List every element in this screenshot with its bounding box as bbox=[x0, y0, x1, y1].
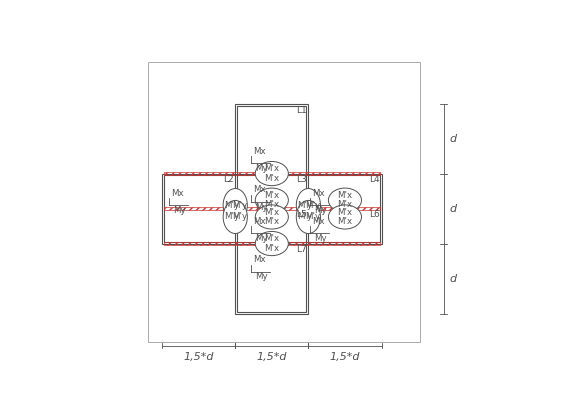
Text: My: My bbox=[255, 164, 267, 173]
Text: M'x: M'x bbox=[264, 235, 280, 243]
Text: M'x: M'x bbox=[338, 208, 353, 217]
Text: M'x: M'x bbox=[338, 217, 353, 226]
Bar bbox=[162, 173, 382, 244]
Ellipse shape bbox=[255, 161, 288, 186]
Bar bbox=[164, 176, 380, 242]
Text: M'y: M'y bbox=[224, 212, 239, 221]
Bar bbox=[164, 206, 380, 211]
Text: M'y: M'y bbox=[232, 201, 247, 209]
Text: My: My bbox=[255, 273, 267, 282]
Text: M'x: M'x bbox=[264, 244, 280, 253]
Ellipse shape bbox=[223, 200, 247, 233]
Text: My: My bbox=[255, 202, 267, 211]
Text: M'y: M'y bbox=[297, 201, 312, 209]
Ellipse shape bbox=[255, 205, 288, 229]
Text: Mx: Mx bbox=[253, 185, 266, 194]
Text: Mx: Mx bbox=[312, 189, 324, 198]
Text: L5: L5 bbox=[296, 211, 307, 219]
Text: My: My bbox=[173, 206, 186, 215]
Text: My: My bbox=[314, 234, 327, 243]
Ellipse shape bbox=[296, 188, 321, 222]
Bar bbox=[164, 242, 380, 245]
Text: My: My bbox=[255, 234, 267, 243]
Text: M'x: M'x bbox=[338, 200, 353, 209]
Text: Mx: Mx bbox=[171, 189, 184, 198]
Text: 1,5*d: 1,5*d bbox=[329, 352, 360, 362]
Bar bbox=[148, 62, 420, 342]
Text: M'y: M'y bbox=[305, 201, 320, 209]
Text: d: d bbox=[450, 133, 457, 144]
Text: M'x: M'x bbox=[264, 191, 280, 200]
Text: 1,5*d: 1,5*d bbox=[183, 352, 214, 362]
Text: My: My bbox=[314, 206, 327, 215]
Bar bbox=[237, 106, 306, 311]
Ellipse shape bbox=[328, 188, 361, 212]
Ellipse shape bbox=[223, 188, 247, 222]
Text: M'y: M'y bbox=[232, 212, 247, 221]
Text: M'x: M'x bbox=[264, 164, 280, 173]
Text: M'x: M'x bbox=[264, 200, 280, 209]
Text: Mx: Mx bbox=[253, 255, 266, 264]
Ellipse shape bbox=[255, 188, 288, 212]
Text: d: d bbox=[450, 273, 457, 284]
Text: M'y: M'y bbox=[224, 201, 239, 209]
Text: L7: L7 bbox=[296, 245, 307, 254]
Bar bbox=[235, 104, 309, 313]
Text: M'y: M'y bbox=[305, 212, 320, 221]
Text: M'x: M'x bbox=[264, 208, 280, 217]
Text: L1: L1 bbox=[296, 106, 307, 114]
Text: Mx: Mx bbox=[253, 217, 266, 226]
Text: M'x: M'x bbox=[264, 174, 280, 183]
Text: d: d bbox=[450, 204, 457, 214]
Ellipse shape bbox=[255, 231, 288, 256]
Text: L6: L6 bbox=[369, 211, 380, 219]
Ellipse shape bbox=[296, 200, 321, 233]
Text: L3: L3 bbox=[296, 176, 307, 185]
Text: M'x: M'x bbox=[338, 191, 353, 200]
Ellipse shape bbox=[328, 205, 361, 229]
Text: Mx: Mx bbox=[253, 147, 266, 156]
Text: 1,5*d: 1,5*d bbox=[256, 352, 287, 362]
Text: L2: L2 bbox=[223, 176, 234, 185]
Bar bbox=[164, 172, 380, 176]
Text: Mx: Mx bbox=[312, 217, 324, 226]
Text: M'x: M'x bbox=[264, 217, 280, 226]
Text: M'y: M'y bbox=[297, 212, 312, 221]
Text: L4: L4 bbox=[369, 176, 380, 185]
